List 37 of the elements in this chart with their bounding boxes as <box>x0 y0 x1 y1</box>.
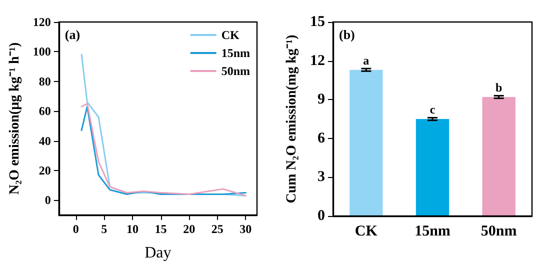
x-tick-label: 15nm <box>414 224 451 240</box>
y-tick-label: 15 <box>310 14 325 30</box>
annotation: a <box>363 54 370 68</box>
x-tick-label: 5 <box>101 222 108 236</box>
y-tick-label: 60 <box>38 104 51 118</box>
annotation: (a) <box>64 27 80 42</box>
y-tick-label: 9 <box>318 92 325 108</box>
legend-label: CK <box>221 28 240 42</box>
x-axis-title: Day <box>144 244 172 262</box>
legend-label: 15nm <box>221 46 250 60</box>
y-tick-label: 20 <box>38 163 51 178</box>
y-tick-label: 3 <box>318 169 325 186</box>
y-axis-title: N₂O emission(μg kg⁻¹ h⁻¹) <box>8 42 22 195</box>
y-tick-label: 80 <box>38 74 51 88</box>
y-tick-label: 12 <box>310 52 325 69</box>
y-tick-label: 120 <box>32 15 51 29</box>
y-tick-label: 6 <box>318 130 326 146</box>
x-tick-label: 30 <box>240 222 252 236</box>
x-tick-label: 50nm <box>480 224 518 240</box>
annotation: c <box>430 102 436 117</box>
x-tick-label: 20 <box>183 222 196 236</box>
bar <box>350 70 383 216</box>
y-tick-label: 100 <box>32 44 51 59</box>
x-tick-label: 10 <box>126 222 138 236</box>
x-tick-label: 15 <box>154 222 167 236</box>
annotation: b <box>495 80 502 95</box>
y-tick-label: 0 <box>44 193 51 208</box>
bar <box>482 97 516 216</box>
x-tick-label: CK <box>354 224 378 240</box>
annotation: (b) <box>339 27 355 42</box>
y-tick-label: 0 <box>318 208 325 224</box>
legend-label: 50nm <box>221 64 250 78</box>
bar <box>416 119 450 216</box>
x-tick-label: 0 <box>72 222 79 236</box>
x-tick-label: 25 <box>211 222 224 236</box>
y-axis-title: Cum N₂O emission(mg kg⁻¹) <box>284 34 300 204</box>
y-tick-label: 40 <box>38 134 51 148</box>
